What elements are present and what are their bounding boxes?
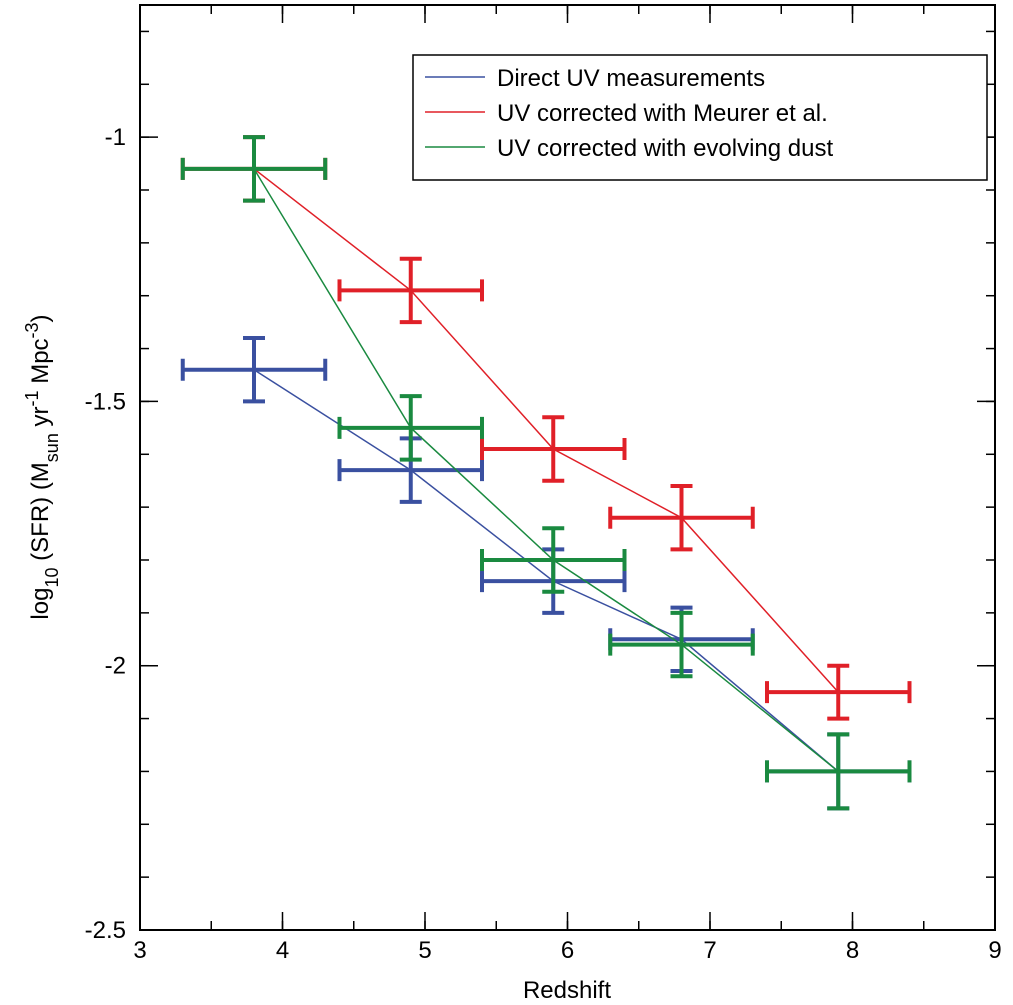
x-error-bar bbox=[337, 459, 484, 482]
error-bar bbox=[765, 663, 912, 721]
y-label-part: 10 bbox=[42, 568, 62, 588]
y-label-part: sun bbox=[42, 433, 62, 462]
error-bar bbox=[337, 256, 484, 325]
y-label-part: yr bbox=[27, 406, 54, 433]
x-error-bar bbox=[180, 358, 328, 381]
y-label-part: ) bbox=[27, 314, 54, 322]
error-bar bbox=[608, 484, 755, 552]
error-bar bbox=[180, 336, 328, 404]
legend-label: Direct UV measurements bbox=[497, 65, 765, 92]
x-tick-label: 7 bbox=[703, 937, 716, 964]
x-error-bar bbox=[337, 416, 484, 439]
series-line bbox=[253, 369, 839, 773]
error-bar bbox=[180, 135, 328, 203]
x-error-bar bbox=[608, 506, 755, 529]
y-label-part: log bbox=[27, 588, 54, 620]
y-axis-label: log10 (SFR) (Msun yr-1 Mpc-3) bbox=[22, 314, 62, 619]
legend-box bbox=[412, 54, 988, 181]
x-tick-label: 4 bbox=[276, 937, 289, 964]
error-bar bbox=[337, 394, 484, 462]
x-error-bar bbox=[608, 633, 755, 656]
legend-label: UV corrected with evolving dust bbox=[497, 135, 833, 162]
y-label-part: -1 bbox=[22, 390, 42, 406]
x-tick-label: 5 bbox=[418, 937, 431, 964]
y-tick-label: -2.5 bbox=[85, 917, 126, 944]
y-label-part: -3 bbox=[22, 322, 42, 338]
x-error-bar bbox=[337, 279, 484, 302]
y-tick-label: -1.5 bbox=[85, 388, 126, 415]
x-tick-label: 9 bbox=[988, 937, 1001, 964]
y-tick-label: -1 bbox=[105, 124, 126, 151]
y-label-part: Mpc bbox=[27, 338, 54, 390]
x-error-bar bbox=[765, 681, 912, 704]
x-error-bar bbox=[180, 157, 328, 180]
x-error-bar bbox=[480, 438, 627, 460]
x-axis-label: Redshift bbox=[523, 977, 611, 1004]
y-label-part: (SFR) (M bbox=[27, 462, 54, 567]
error-bar bbox=[765, 732, 912, 811]
x-tick-label: 6 bbox=[561, 937, 574, 964]
y-tick-label: -2 bbox=[105, 653, 126, 680]
x-tick-label: 3 bbox=[133, 937, 146, 964]
error-bar bbox=[608, 610, 755, 679]
x-tick-label: 8 bbox=[846, 937, 859, 964]
x-error-bar bbox=[765, 760, 912, 783]
error-bar bbox=[480, 415, 627, 483]
error-bar bbox=[480, 526, 627, 594]
error-bar bbox=[337, 436, 484, 504]
legend-label: UV corrected with Meurer et al. bbox=[497, 100, 828, 127]
x-error-bar bbox=[480, 549, 627, 571]
